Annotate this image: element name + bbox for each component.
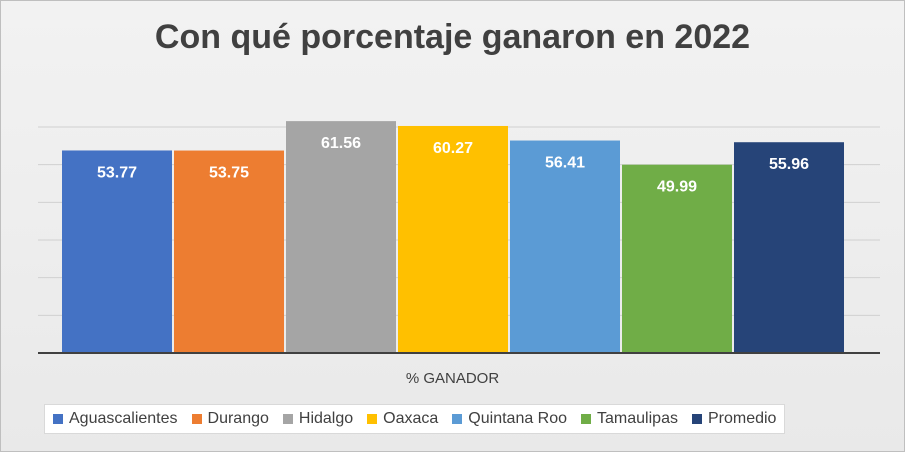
legend-label: Durango bbox=[207, 410, 269, 427]
bar-oaxaca bbox=[398, 125, 508, 353]
legend: Aguascalientes Durango Hidalgo Oaxaca Quinta… bbox=[44, 404, 786, 434]
legend-label: Hidalgo bbox=[298, 410, 354, 427]
legend-swatch bbox=[367, 414, 378, 424]
legend-item: Aguascalientes bbox=[53, 410, 178, 428]
data-label: 53.77 bbox=[97, 164, 137, 181]
legend-label: Aguascalientes bbox=[69, 410, 178, 427]
legend-label: Promedio bbox=[707, 410, 777, 427]
legend-swatch bbox=[53, 414, 63, 424]
legend-swatch bbox=[191, 414, 202, 424]
legend-label: Oaxaca bbox=[383, 410, 439, 427]
data-label: 60.27 bbox=[433, 140, 473, 157]
legend-item: Oaxaca bbox=[367, 410, 438, 428]
data-label: 53.75 bbox=[209, 165, 249, 182]
legend-swatch bbox=[452, 414, 463, 424]
legend-swatch bbox=[581, 414, 592, 424]
data-label: 61.56 bbox=[321, 135, 361, 152]
legend-label: Tamaulipas bbox=[597, 410, 678, 427]
legend-item: Tamaulipas bbox=[581, 410, 678, 428]
legend-item: Promedio bbox=[691, 410, 777, 428]
bar-promedio bbox=[734, 142, 844, 353]
legend-item: Quintana Roo bbox=[452, 410, 567, 428]
data-label: 55.96 bbox=[769, 156, 809, 173]
chart-title: Con qué porcentaje ganaron en 2022 bbox=[154, 18, 751, 56]
bar-durango bbox=[174, 150, 284, 353]
data-label: 49.99 bbox=[657, 179, 697, 196]
bar-quintana-roo bbox=[510, 140, 620, 353]
legend-item: Hidalgo bbox=[282, 410, 354, 428]
legend-label: Quintana Roo bbox=[468, 410, 568, 427]
data-label: 56.41 bbox=[545, 155, 585, 172]
legend-item: Durango bbox=[191, 410, 269, 428]
legend-swatch bbox=[691, 414, 702, 424]
bar-aguascalientes bbox=[62, 150, 172, 353]
x-category-label: % GANADOR bbox=[405, 370, 500, 387]
bar-hidalgo bbox=[286, 121, 396, 354]
bar-tamaulipas bbox=[622, 164, 732, 353]
data-labels: 53.77 53.75 61.56 60.27 56.41 49.99 55.96 bbox=[97, 135, 809, 196]
legend-swatch bbox=[282, 414, 293, 424]
bars bbox=[62, 121, 844, 354]
